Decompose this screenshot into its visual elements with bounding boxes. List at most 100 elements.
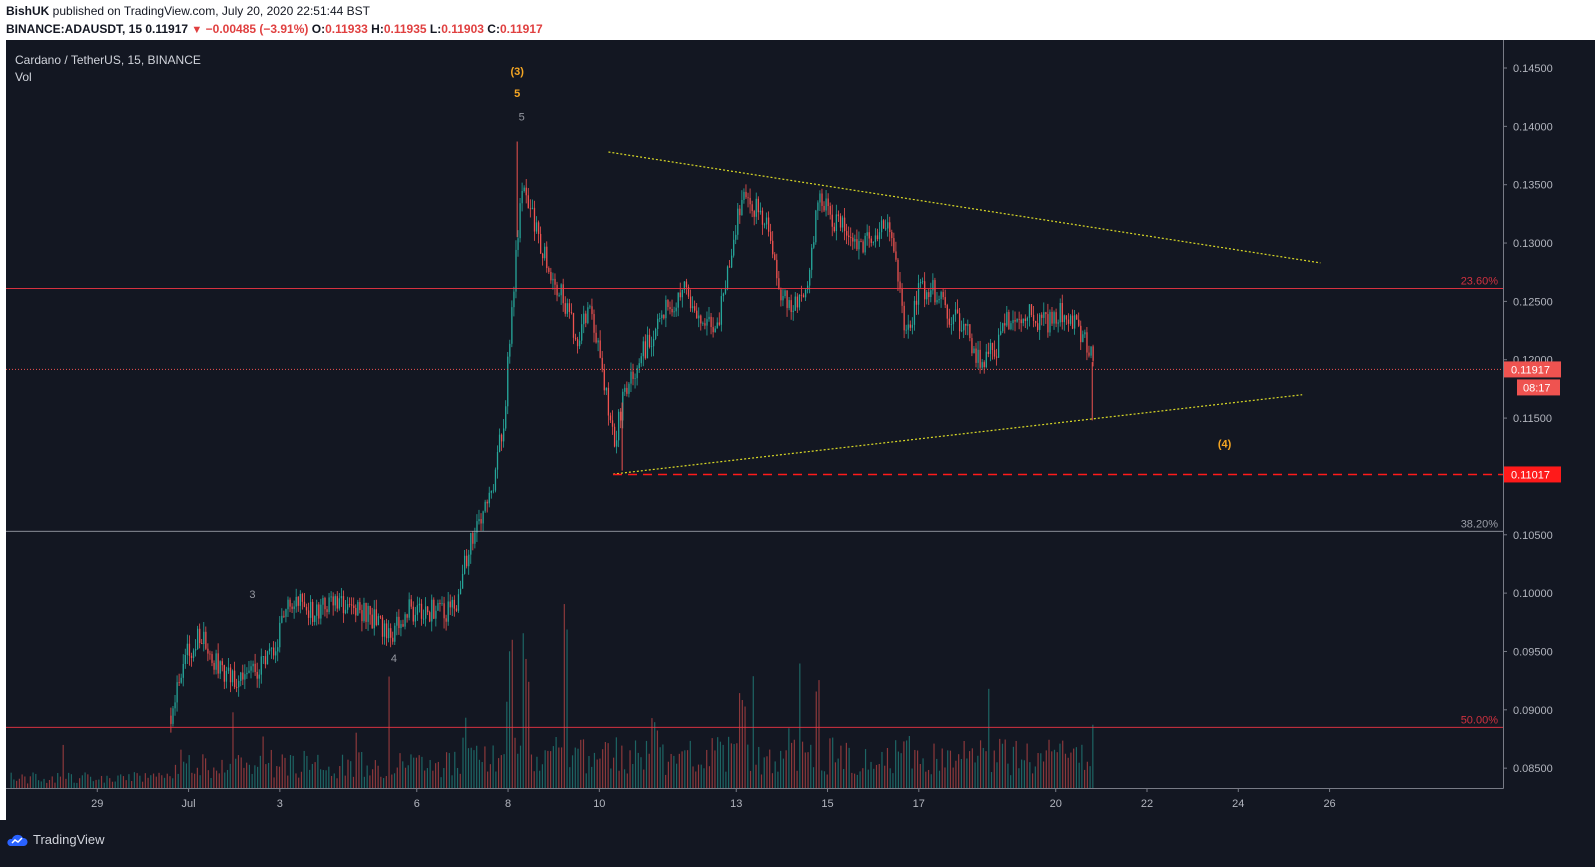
candle-body [474,532,476,544]
candle-body [1067,319,1070,324]
candle-body [735,234,737,240]
candle-body [1059,303,1061,323]
candle-body [778,278,780,290]
wave-label: 5 [514,88,520,100]
candle-body [455,608,458,611]
y-tick-label: 0.08500 [1513,763,1553,775]
volume-bar [1053,749,1056,788]
candle-body [447,601,449,622]
candle-body [410,599,412,607]
trendline-lower[interactable] [612,394,1303,475]
volume-bar [766,756,768,788]
candle-body [599,340,601,358]
candle-body [503,428,505,442]
volume-bar [26,783,29,788]
candle-body [340,596,343,599]
candle-body [480,519,482,524]
drawing-overlays[interactable]: 23.60% 38.20% 50.00% [6,151,1503,728]
candle-body [667,300,669,308]
volume-bar [276,766,278,788]
candle-body [289,599,291,607]
volume-bar [580,739,582,788]
candle-body [472,533,474,544]
last-price-badge [1504,361,1561,378]
candle-body [685,281,688,287]
volume-bar [1084,769,1086,788]
volume-bar [489,764,491,788]
volume-bar [259,755,261,788]
candle-body [615,440,618,447]
candle-body [533,207,536,232]
volume-bar [651,718,653,788]
volume-bar [903,741,905,788]
candle-body [412,606,414,622]
volume-bar [993,750,995,788]
candle-body [375,609,377,626]
volume-bar [393,773,396,788]
candle-body [449,601,451,608]
volume-bar [807,752,809,788]
volume-bar [947,750,949,788]
candle-body [500,434,503,442]
volume-bar [396,767,398,788]
volume-bar [289,755,292,788]
countdown-text: 08:17 [1523,382,1551,394]
volume-bar [821,770,823,788]
candle-body [478,519,480,522]
candle-body [437,603,439,611]
volume-bar [588,756,590,788]
candle-body [997,334,1000,358]
candle-body [1069,315,1072,324]
candle-body [369,605,371,615]
candle-body [295,596,297,607]
candle-body [628,383,630,394]
author-name[interactable]: BishUK [6,4,50,18]
candle-body [673,311,675,313]
volume-bar [936,758,938,788]
volume-bar [122,776,125,788]
volume-bar [771,773,774,788]
volume-bar [402,761,404,788]
candle-body [825,198,827,211]
x-tick-label: 24 [1232,798,1244,810]
candle-body [601,357,603,370]
volume-bar [1037,753,1039,788]
volume-bar [884,765,886,788]
candle-body [784,290,786,297]
volume-bar [1001,743,1004,788]
candle-body [182,663,184,678]
x-tick-label: 22 [1141,798,1153,810]
volume-bar [834,762,837,788]
publish-info: BishUK published on TradingView.com, Jul… [6,4,370,18]
chart-area[interactable]: 23.60% 38.20% 50.00% (3) 5 5 3 4 (4) 0.08500 0.0… [6,40,1595,820]
candle-body [605,387,608,391]
candle-body [1028,304,1031,318]
volume-bar [700,764,702,788]
candle-body [963,323,965,331]
high-value: 0.11935 [383,22,427,36]
candle-body [330,596,332,598]
candle-body [223,665,226,682]
volume-bar [547,750,549,788]
axes[interactable]: 0.08500 0.09000 0.09500 0.10000 0.10500 0.110… [6,40,1561,810]
candle-body [609,415,612,421]
candle-body [669,307,671,309]
volume-bar [558,747,560,788]
candle-body [250,666,252,671]
volume-bar [374,760,376,788]
candle-body [657,318,659,329]
volume-bar [309,769,311,788]
candle-body [944,297,946,306]
candle-body [915,300,918,305]
volume-bar [728,736,730,788]
candle-body [180,677,182,683]
volume-bar [878,764,880,788]
candle-body [829,206,831,215]
trendline-upper[interactable] [608,151,1321,264]
tradingview-logo[interactable]: TradingView [6,832,105,847]
candle-body [326,609,328,613]
candle-body [730,255,733,268]
candle-body [603,369,605,391]
candle-body [270,647,273,649]
